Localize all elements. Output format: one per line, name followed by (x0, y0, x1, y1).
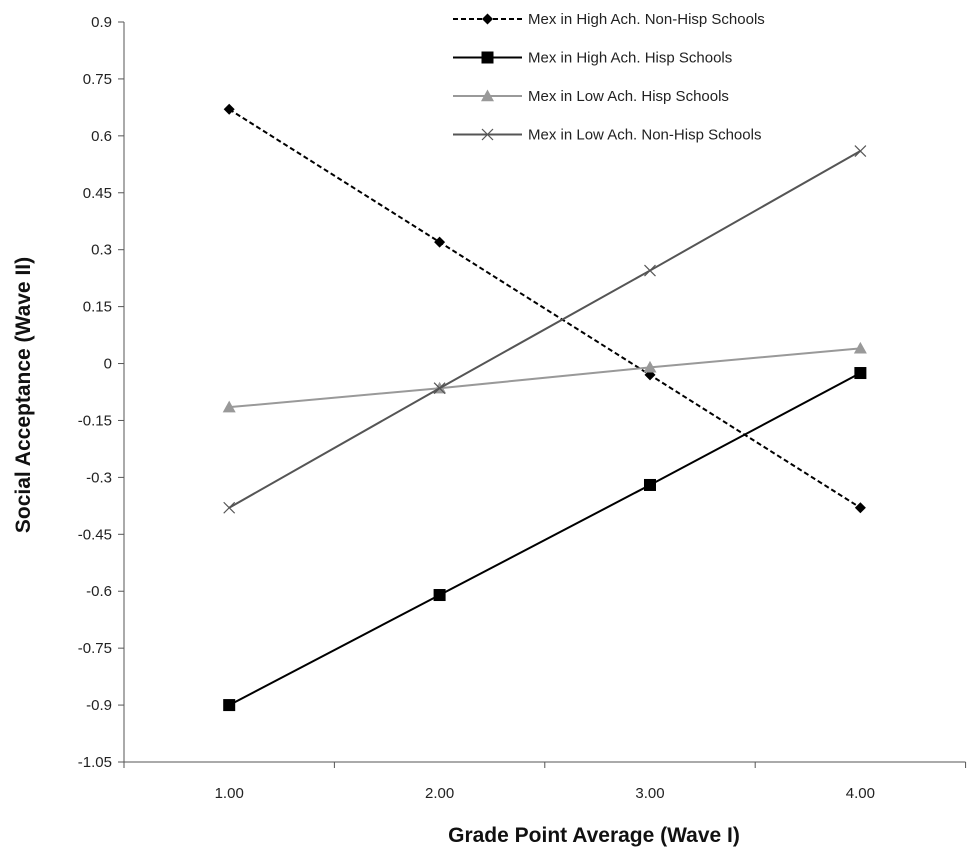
legend-label: Mex in High Ach. Non-Hisp Schools (528, 11, 765, 28)
y-tick-label: -0.6 (86, 583, 112, 600)
data-point (854, 367, 867, 380)
legend-label: Mex in Low Ach. Non-Hisp Schools (528, 127, 761, 144)
series-line (228, 372, 861, 706)
x-axis-title: Grade Point Average (Wave I) (448, 824, 740, 847)
series-line (228, 150, 861, 509)
legend-marker (481, 128, 494, 141)
series-2 (223, 367, 867, 712)
y-tick-label: -0.45 (78, 526, 112, 543)
series-line (228, 108, 861, 509)
y-tick-label: 0.9 (91, 14, 112, 31)
y-tick-label: 0.45 (83, 185, 112, 202)
y-tick-label: 0 (104, 356, 112, 373)
y-tick-label: -0.75 (78, 640, 112, 657)
axes: 0.9 0.75 0.6 0.45 0.3 0.15 0 -0.15 -0.3 -0.45 -0.6… (78, 14, 967, 802)
series-4 (223, 145, 867, 514)
legend-item-1: Mex in High Ach. Non-Hisp Schools (453, 11, 765, 28)
y-axis-title: Social Acceptance (Wave II) (12, 257, 35, 533)
legend-marker (481, 51, 494, 64)
data-point (854, 502, 866, 514)
data-point (643, 478, 656, 491)
legend-item-2: Mex in High Ach. Hisp Schools (453, 50, 732, 67)
x-tick-label: 1.00 (215, 785, 244, 802)
y-tick-label: 0.3 (91, 242, 112, 259)
data-point (433, 589, 446, 602)
data-point (223, 501, 236, 514)
x-tick-label: 3.00 (635, 785, 664, 802)
legend-label: Mex in Low Ach. Hisp Schools (528, 88, 729, 105)
y-tick-label: -0.9 (86, 697, 112, 714)
data-point (854, 145, 867, 157)
data-point (644, 264, 656, 277)
data-point (434, 236, 446, 248)
legend-item-4: Mex in Low Ach. Non-Hisp Schools (453, 127, 761, 144)
legend-marker (482, 13, 493, 25)
data-point (223, 699, 236, 712)
series-line (229, 347, 861, 409)
data-point (643, 360, 657, 373)
series-3 (222, 341, 867, 413)
data-point (222, 400, 236, 413)
legend-label: Mex in High Ach. Hisp Schools (528, 50, 732, 67)
series-1 (223, 103, 866, 514)
data-point (433, 382, 446, 395)
series-layer (222, 103, 867, 712)
y-tick-label: 0.75 (83, 71, 112, 88)
x-tick-label: 2.00 (425, 785, 454, 802)
legend: Mex in High Ach. Non-Hisp Schools Mex in … (453, 11, 765, 144)
y-tick-label: -0.3 (86, 469, 112, 486)
y-tick-label: 0.6 (91, 128, 112, 145)
x-tick-label: 4.00 (846, 785, 875, 802)
data-point (853, 341, 867, 354)
y-tick-label: 0.15 (83, 299, 112, 316)
legend-item-3: Mex in Low Ach. Hisp Schools (453, 88, 729, 105)
data-point (223, 103, 235, 115)
legend-marker (481, 89, 494, 102)
y-tick-label: -1.05 (78, 754, 112, 771)
y-tick-label: -0.15 (78, 412, 112, 429)
